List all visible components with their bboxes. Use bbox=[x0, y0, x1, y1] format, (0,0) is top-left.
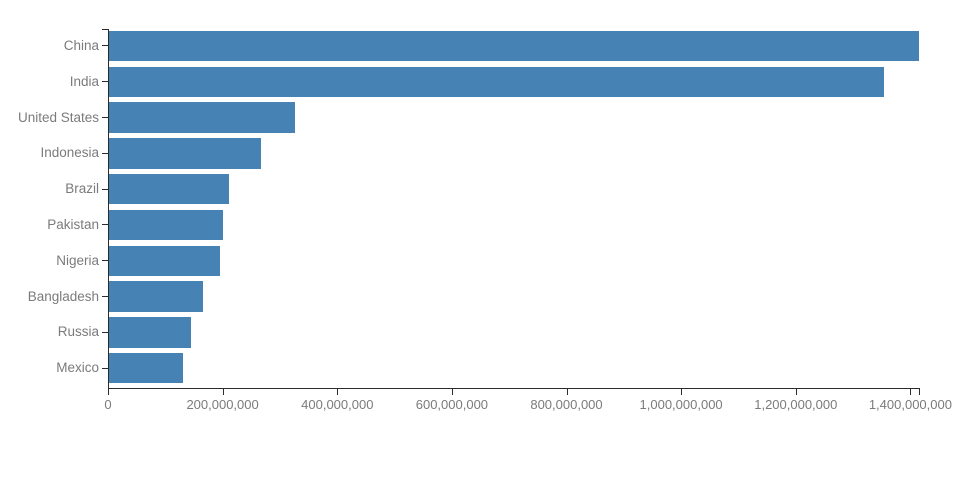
y-axis-label: United States bbox=[17, 109, 99, 125]
x-tick-label: 800,000,000 bbox=[530, 397, 603, 412]
y-axis-label: Brazil bbox=[65, 181, 99, 197]
x-tick-label: 1,400,000,000 bbox=[868, 397, 952, 412]
x-tick-label: 1,200,000,000 bbox=[754, 397, 838, 412]
bar-russia bbox=[108, 317, 191, 348]
x-tick bbox=[108, 389, 109, 395]
x-tick-label: 400,000,000 bbox=[301, 397, 374, 412]
bar-nigeria bbox=[108, 245, 221, 276]
x-tick bbox=[337, 389, 339, 395]
y-axis-label: China bbox=[63, 37, 99, 53]
y-axis-label: Russia bbox=[57, 324, 99, 340]
x-tick-label: 200,000,000 bbox=[186, 397, 259, 412]
y-tick bbox=[102, 117, 108, 118]
y-axis-end-cap bbox=[102, 29, 108, 30]
y-tick bbox=[102, 296, 108, 297]
x-tick bbox=[222, 389, 224, 395]
bar-united-states bbox=[108, 102, 296, 133]
y-tick bbox=[102, 224, 108, 226]
x-tick bbox=[795, 389, 797, 395]
y-axis-label: India bbox=[69, 73, 99, 89]
x-tick-label: 600,000,000 bbox=[415, 397, 489, 412]
y-tick bbox=[102, 367, 108, 369]
y-tick bbox=[102, 260, 108, 262]
y-axis-line bbox=[108, 29, 109, 388]
y-axis-label: Bangladesh bbox=[27, 288, 99, 304]
bar-bangladesh bbox=[108, 281, 204, 312]
y-tick bbox=[102, 81, 108, 83]
y-axis-label: Pakistan bbox=[47, 216, 99, 232]
bar-indonesia bbox=[108, 138, 261, 169]
y-tick bbox=[102, 331, 108, 333]
bar-china bbox=[108, 30, 919, 62]
x-tick bbox=[451, 389, 453, 395]
bar-pakistan bbox=[108, 209, 224, 241]
x-tick-label: 0 bbox=[104, 397, 112, 412]
bar-india bbox=[108, 66, 884, 97]
x-tick bbox=[910, 389, 912, 395]
x-axis-line bbox=[108, 388, 920, 389]
y-axis-label: Mexico bbox=[56, 360, 99, 376]
y-tick bbox=[102, 152, 108, 154]
y-axis-label: Nigeria bbox=[56, 252, 99, 268]
x-tick bbox=[681, 389, 683, 395]
y-tick bbox=[102, 188, 108, 190]
y-tick bbox=[102, 45, 108, 47]
bar-mexico bbox=[108, 352, 183, 384]
plot-area: China India United States Indonesia Brazil Pa… bbox=[18, 29, 952, 412]
y-axis-label: Indonesia bbox=[40, 145, 99, 161]
x-axis-end-cap bbox=[919, 388, 920, 395]
x-tick bbox=[566, 389, 568, 395]
bar-brazil bbox=[108, 173, 229, 205]
x-tick-label: 1,000,000,000 bbox=[639, 397, 723, 412]
